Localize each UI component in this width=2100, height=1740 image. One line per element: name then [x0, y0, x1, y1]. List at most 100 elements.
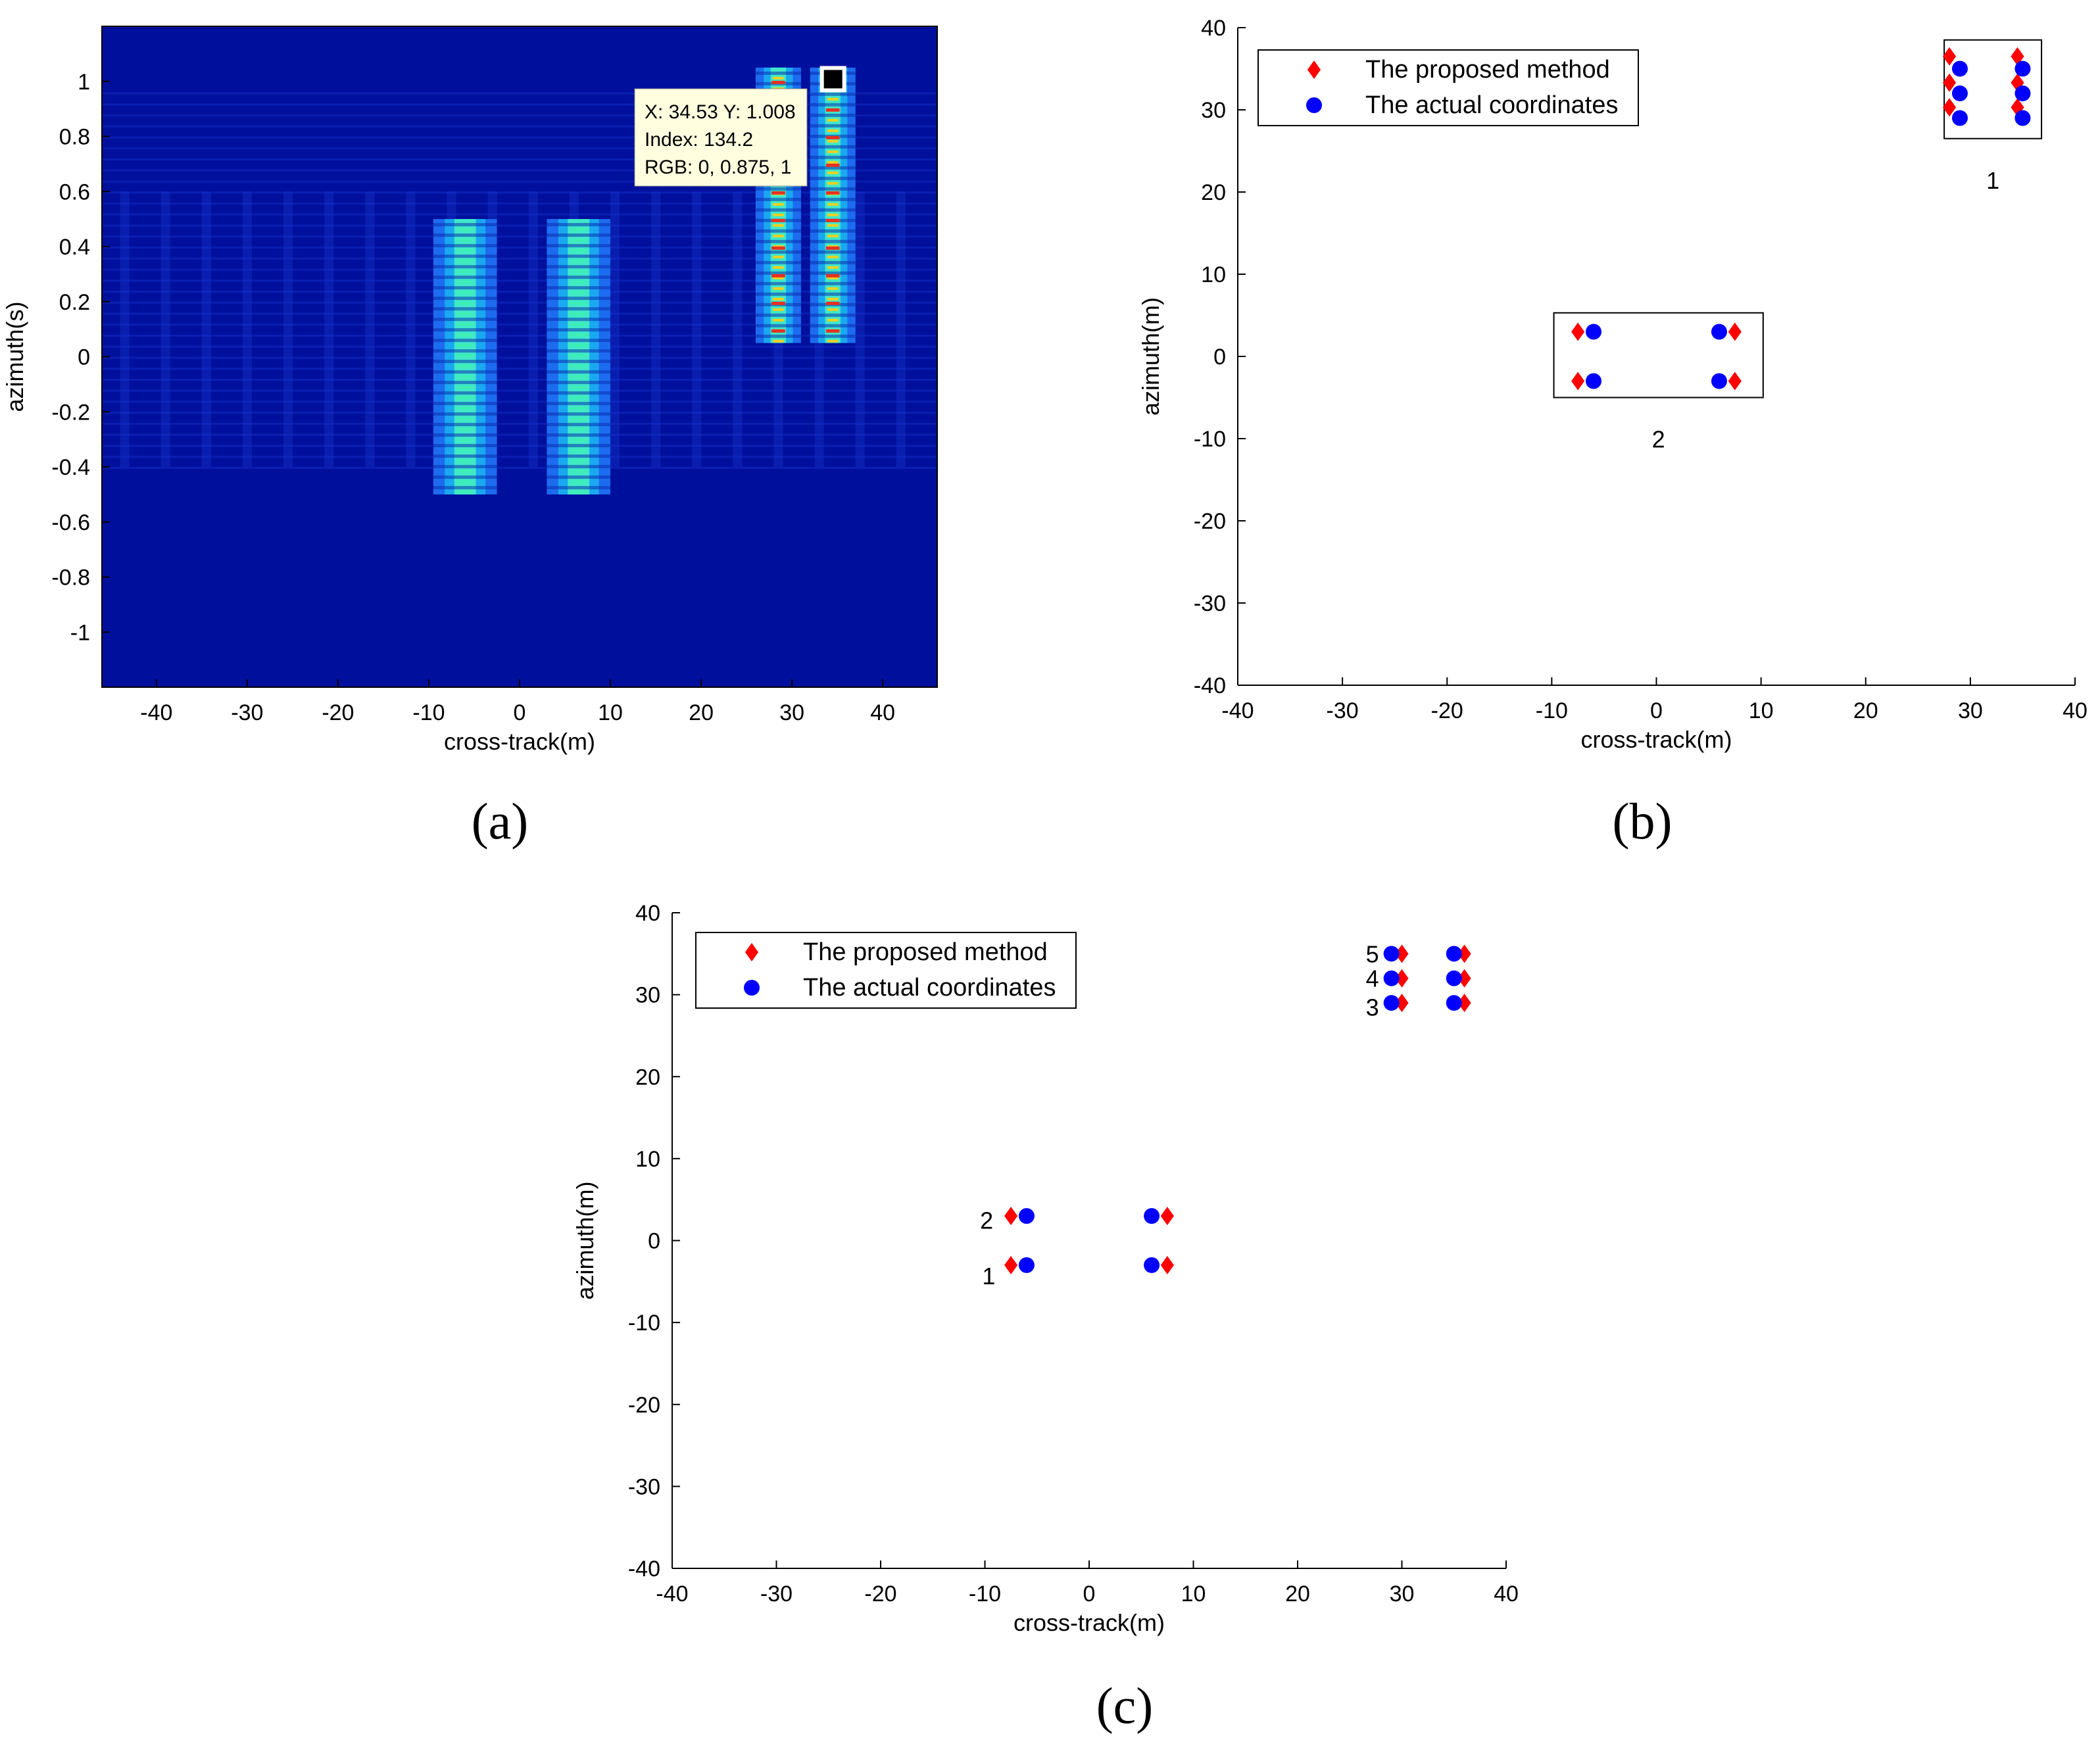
strip-gap — [433, 381, 497, 385]
actual-point — [2015, 110, 2031, 126]
strip-gap — [433, 475, 497, 479]
strip-hot — [825, 246, 840, 250]
x-tick-label: 40 — [2063, 698, 2088, 723]
point-annotation: 5 — [1366, 940, 1379, 967]
strip-peak — [457, 281, 473, 284]
x-tick-label: 30 — [779, 700, 804, 725]
strip-gap — [547, 454, 611, 458]
y-tick-label: 20 — [1201, 180, 1226, 205]
strip-hot — [771, 301, 785, 305]
strip-gap — [433, 328, 497, 332]
strip-peak — [457, 228, 473, 231]
x-tick-label: 30 — [1390, 1582, 1415, 1607]
strip-gap — [755, 239, 801, 243]
strip-peak — [571, 491, 587, 495]
x-tick-label: -30 — [760, 1582, 793, 1607]
strip-peak — [773, 297, 784, 301]
y-tick-label: -30 — [628, 1474, 660, 1499]
x-axis-label: cross-track(m) — [444, 728, 595, 755]
strip-hot — [825, 163, 840, 167]
strip-gap — [547, 402, 611, 406]
proposed-point — [1942, 47, 1957, 66]
strip-peak — [571, 228, 587, 231]
strip-gap — [433, 444, 497, 448]
strip-peak — [827, 266, 839, 269]
legend-box — [1258, 49, 1639, 126]
strip-gap — [755, 250, 801, 254]
y-tick-label: -30 — [1194, 591, 1226, 616]
strip-gap — [810, 281, 856, 285]
strip-gap — [810, 166, 856, 170]
strip-gap — [547, 370, 611, 374]
background-row — [102, 389, 937, 392]
strip-peak — [571, 312, 587, 316]
strip-peak — [457, 260, 473, 263]
proposed-point — [1942, 98, 1957, 117]
strip-gap — [810, 334, 856, 338]
actual-point — [1446, 995, 1462, 1011]
strip-hot — [825, 135, 840, 139]
strip-gap — [433, 423, 497, 427]
strip-gap — [755, 334, 801, 338]
y-tick-label: -10 — [628, 1311, 660, 1336]
strip-gap — [433, 286, 497, 290]
x-tick-label: -10 — [412, 700, 445, 725]
strip-gap — [547, 349, 611, 353]
actual-point — [1446, 970, 1462, 986]
strip-gap — [433, 233, 497, 237]
background-row — [102, 324, 937, 326]
strip-gap — [810, 187, 856, 191]
x-tick-label: -10 — [969, 1582, 1001, 1607]
strip-peak — [571, 354, 587, 358]
x-tick-label: -20 — [1431, 698, 1463, 723]
background-row — [102, 356, 937, 359]
strip-gap — [547, 475, 611, 479]
background-row — [102, 445, 937, 447]
strip-peak — [571, 291, 587, 295]
x-tick-label: 20 — [1285, 1582, 1310, 1607]
x-tick-label: -20 — [322, 700, 354, 725]
x-tick-label: -40 — [140, 700, 172, 725]
strip-peak — [571, 344, 587, 347]
strip-hot — [771, 246, 785, 250]
strip-peak — [571, 428, 587, 431]
proposed-point — [1395, 969, 1409, 988]
legend: The proposed method The actual coordinate… — [1258, 49, 1639, 126]
strip-gap — [433, 254, 497, 258]
background-column — [733, 191, 743, 467]
strip-peak — [827, 213, 839, 216]
strip-gap — [433, 244, 497, 248]
strip-gap — [547, 307, 611, 311]
y-axis-label: azimuth(s) — [1, 301, 28, 412]
strip-gap — [547, 412, 611, 416]
strip-peak — [773, 308, 784, 311]
y-tick-label: 40 — [635, 901, 660, 926]
datatip-marker — [819, 66, 846, 93]
strip-peak — [457, 302, 473, 305]
background-row — [102, 335, 937, 337]
point-annotation: 3 — [1366, 994, 1379, 1021]
strip-peak — [571, 239, 587, 242]
strip-hot — [825, 108, 840, 112]
strip-peak — [827, 97, 839, 101]
background-column — [324, 191, 334, 467]
strip-peak — [827, 276, 839, 279]
datatip-line: Index: 134.2 — [645, 129, 753, 151]
strip-gap — [433, 454, 497, 458]
strip-gap — [433, 339, 497, 343]
strip-gap — [547, 244, 611, 248]
strip-gap — [810, 250, 856, 254]
strip-gap — [810, 324, 856, 327]
strip-gap — [755, 229, 801, 233]
strip-gap — [755, 281, 801, 285]
background-column — [120, 191, 130, 467]
strip-gap — [810, 113, 856, 117]
strip-peak — [827, 171, 839, 174]
strip-peak — [571, 386, 587, 389]
strip-gap — [547, 286, 611, 290]
y-tick-label: 0 — [1213, 345, 1226, 370]
strip-peak — [457, 344, 473, 347]
strip-peak — [457, 239, 473, 242]
y-tick-label: -0.4 — [51, 455, 90, 480]
strip-gap — [810, 208, 856, 212]
